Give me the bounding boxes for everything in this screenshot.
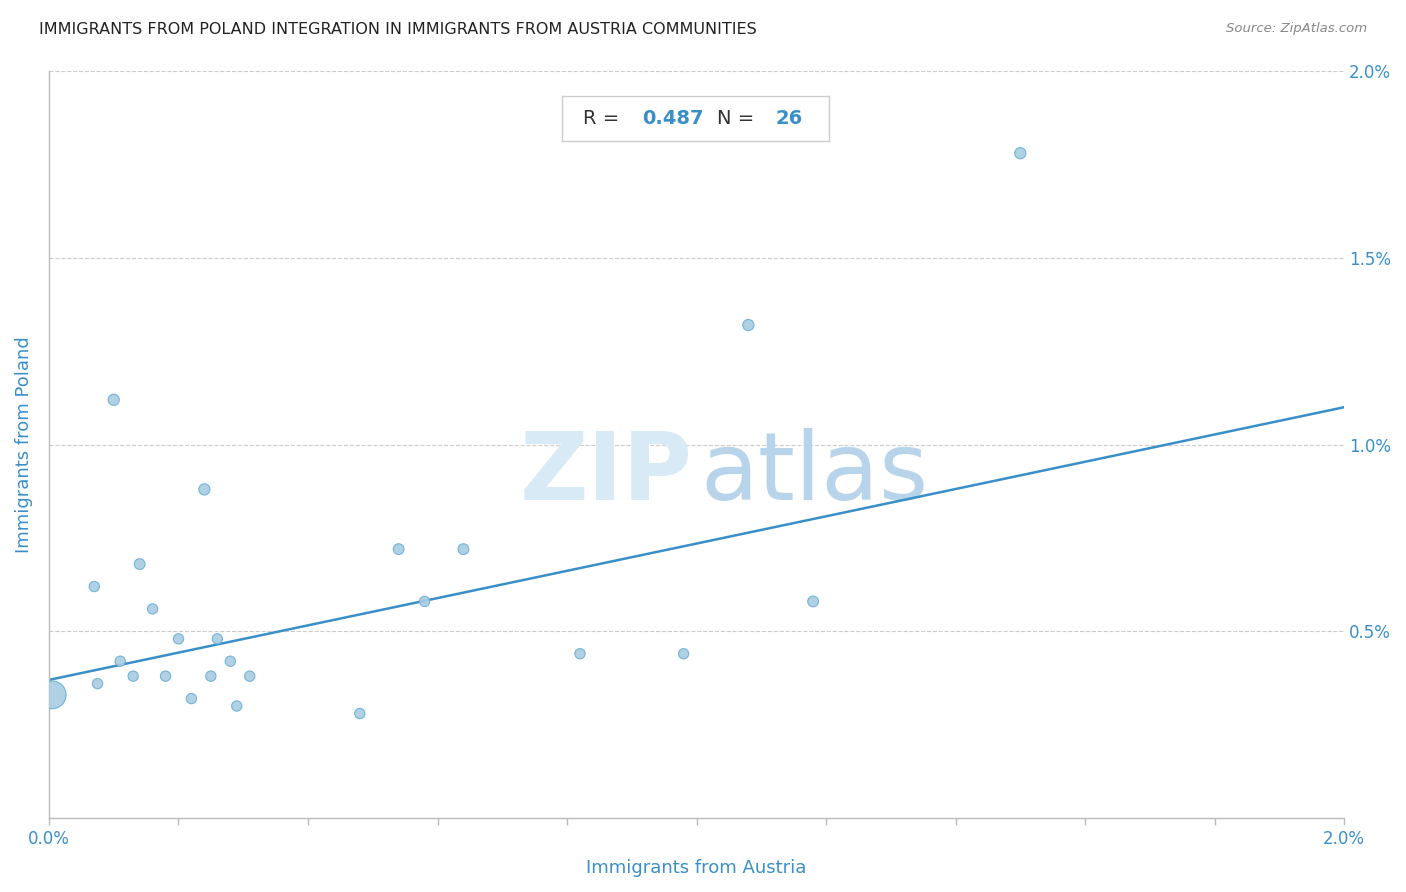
Text: 0.487: 0.487 xyxy=(641,109,703,128)
Point xyxy=(207,632,229,646)
Text: atlas: atlas xyxy=(700,428,929,520)
Point xyxy=(142,602,165,616)
Point xyxy=(219,654,242,668)
Point xyxy=(155,669,177,683)
Point xyxy=(128,557,150,571)
Text: 26: 26 xyxy=(776,109,803,128)
Point xyxy=(801,594,824,608)
Point xyxy=(193,483,215,497)
Point xyxy=(200,669,222,683)
Point xyxy=(453,542,475,557)
Text: Source: ZipAtlas.com: Source: ZipAtlas.com xyxy=(1226,22,1367,36)
Point xyxy=(122,669,145,683)
X-axis label: Immigrants from Austria: Immigrants from Austria xyxy=(586,859,807,877)
Point xyxy=(167,632,190,646)
Point xyxy=(83,580,105,594)
Point xyxy=(103,392,125,407)
Text: ZIP: ZIP xyxy=(520,428,693,520)
Point xyxy=(225,699,247,714)
Point xyxy=(108,654,131,668)
Point xyxy=(349,706,371,721)
Point xyxy=(388,542,411,557)
Point xyxy=(413,594,436,608)
Point xyxy=(1010,146,1032,161)
Point xyxy=(737,318,759,332)
Text: IMMIGRANTS FROM POLAND INTEGRATION IN IMMIGRANTS FROM AUSTRIA COMMUNITIES: IMMIGRANTS FROM POLAND INTEGRATION IN IM… xyxy=(39,22,756,37)
Y-axis label: Immigrants from Poland: Immigrants from Poland xyxy=(15,336,32,553)
Text: R =: R = xyxy=(583,109,626,128)
Point xyxy=(569,647,592,661)
Point xyxy=(180,691,202,706)
Text: N =: N = xyxy=(717,109,761,128)
Point xyxy=(86,676,108,690)
Point xyxy=(239,669,262,683)
Point xyxy=(672,647,695,661)
Point xyxy=(41,688,63,702)
